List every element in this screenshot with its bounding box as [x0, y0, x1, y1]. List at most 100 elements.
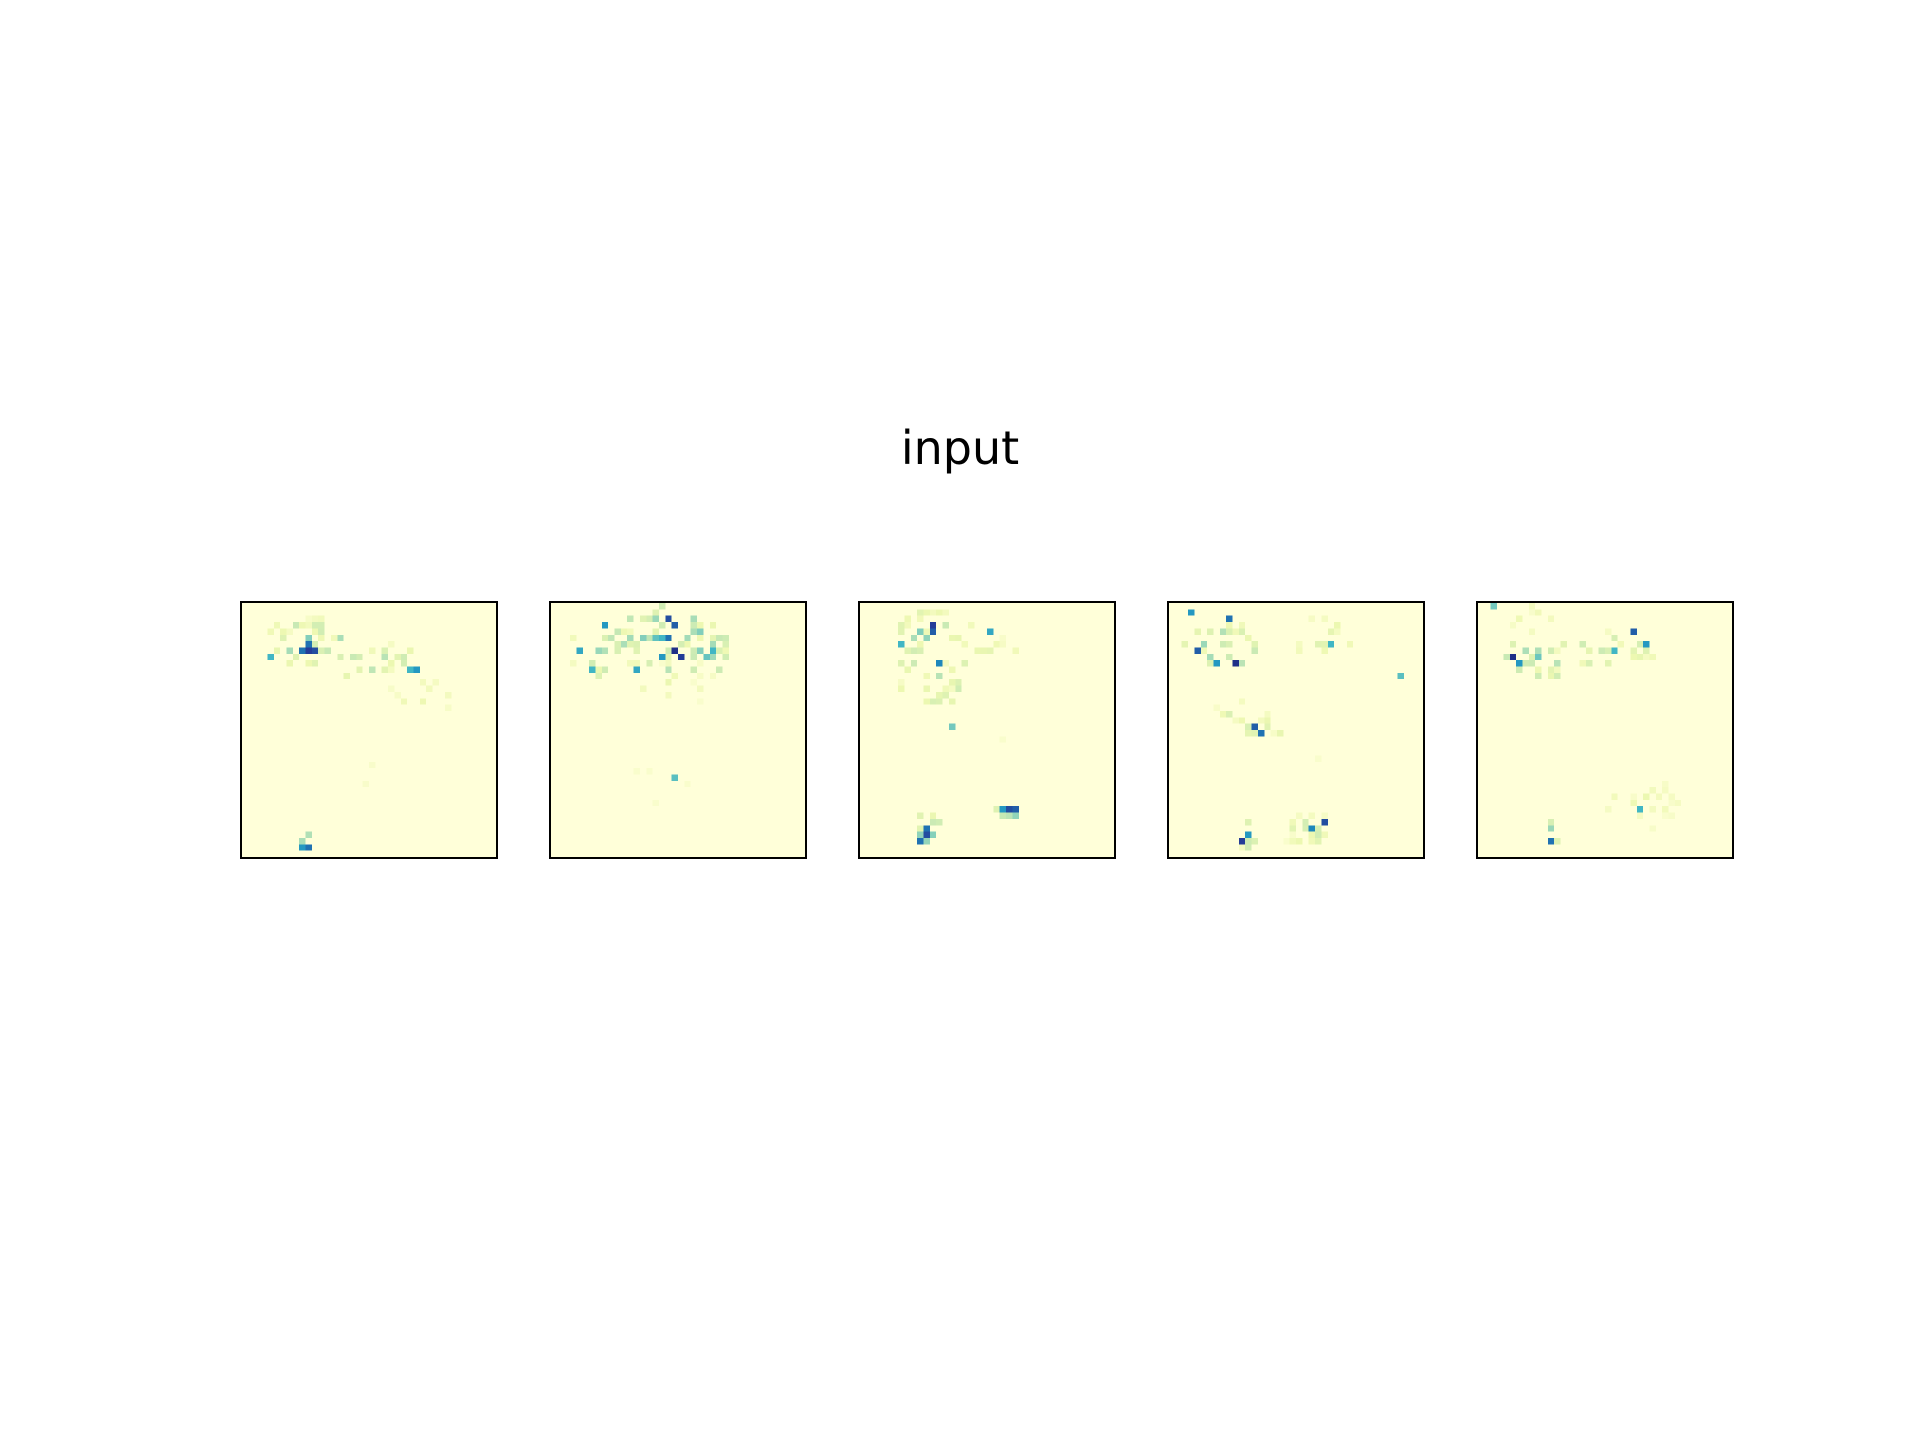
- heatmap-1-cell-29: [407, 666, 414, 673]
- heatmap-5-cell-55: [1636, 812, 1644, 819]
- heatmap-4-cell-0: [1226, 653, 1233, 661]
- heatmap-3-cell-19: [904, 647, 911, 654]
- heatmap-5-cell-62: [1516, 615, 1523, 623]
- heatmap-4-cell-33: [1257, 717, 1265, 724]
- heatmap-2-cell-46: [601, 666, 609, 673]
- heatmap-2-cell-58: [709, 647, 717, 654]
- heatmap-4-cell-55: [1308, 812, 1316, 819]
- heatmap-2-cell-27: [684, 634, 691, 642]
- heatmap-4-cell-5: [1238, 622, 1246, 629]
- heatmap-4-cell-30: [1219, 710, 1227, 718]
- heatmap-1-cell-13: [305, 647, 312, 654]
- heatmap-4-cell-36: [1264, 723, 1271, 730]
- heatmap-2-cell-39: [595, 647, 602, 654]
- heatmap-1-cell-54: [426, 685, 433, 692]
- heatmap-4-cell-2: [1226, 641, 1233, 648]
- heatmap-1-cell-27: [388, 660, 395, 667]
- heatmap-5-cell-53: [1662, 812, 1669, 819]
- heatmap-2-cell-90: [671, 774, 678, 781]
- heatmap-2-cell-42: [570, 660, 577, 667]
- heatmap-4-cell-24: [1213, 704, 1220, 711]
- heatmap-1-cell-19: [311, 660, 319, 667]
- heatmap-3-cell-25: [904, 666, 911, 673]
- heatmap-4-cell-81: [1397, 672, 1404, 680]
- heatmap-2-cell-82: [665, 615, 672, 623]
- heatmap-4-cell-68: [1245, 818, 1252, 826]
- heatmap-4-cell-14: [1226, 622, 1233, 629]
- heatmap-2-cell-74: [697, 660, 704, 667]
- heatmap-4-cell-47: [1321, 641, 1328, 648]
- heatmap-4-cell-3: [1219, 628, 1227, 635]
- heatmap-4-cell-76: [1251, 723, 1258, 730]
- heatmap-3-cell-22: [898, 685, 905, 692]
- heatmap-5-cell-9: [1535, 672, 1542, 680]
- heatmap-5-cell-20: [1503, 653, 1510, 661]
- heatmap-4-cell-38: [1296, 647, 1303, 654]
- heatmap-3-cell-37: [917, 647, 924, 654]
- heatmap-3-cell-0: [967, 622, 975, 629]
- heatmap-3-cell-40: [936, 691, 943, 699]
- heatmap-2-cell-89: [633, 666, 640, 673]
- heatmap-2-cell-73: [671, 672, 678, 680]
- heatmap-2-cell-80: [646, 768, 653, 775]
- heatmap-4-cell-67: [1238, 844, 1246, 851]
- heatmap-1-cell-23: [369, 666, 376, 673]
- heatmap-2-cell-51: [595, 672, 602, 680]
- heatmap-2-cell-15: [614, 628, 621, 635]
- heatmap-1-cell-61: [299, 844, 306, 851]
- heatmap-3-cell-55: [999, 806, 1007, 813]
- heatmap-4-cell-35: [1270, 730, 1277, 737]
- heatmap-2-cell-34: [697, 628, 704, 635]
- heatmap-4-cell-71: [1245, 844, 1252, 851]
- heatmap-4-cell-21: [1232, 628, 1239, 635]
- heatmap-3-cell-13: [936, 609, 943, 616]
- heatmap-4-cell-59: [1289, 825, 1296, 832]
- heatmap-3-cell-52: [999, 812, 1007, 819]
- heatmap-4-cell-11: [1200, 647, 1208, 654]
- heatmap-3-cell-46: [1012, 647, 1019, 654]
- heatmap-4-cell-7: [1251, 647, 1258, 654]
- heatmap-1-cell-30: [369, 647, 376, 654]
- heatmap-1-cell-9: [318, 622, 325, 629]
- heatmap-3-cell-67: [929, 818, 937, 826]
- heatmap-1-cell-25: [394, 653, 401, 661]
- heatmap-5-cell-18: [1554, 672, 1561, 680]
- heatmap-5-cell-23: [1617, 641, 1625, 648]
- heatmap-3-cell-18: [948, 698, 956, 705]
- heatmap-2-cell-52: [576, 647, 583, 654]
- heatmap-1-cell-5: [318, 647, 325, 654]
- heatmap-3-cell-34: [910, 647, 918, 654]
- heatmap-4-cell-9: [1238, 660, 1246, 667]
- heatmap-1-cell-38: [388, 666, 395, 673]
- heatmap-3-cell-59: [923, 831, 930, 838]
- heatmap-2-cell-6: [716, 647, 723, 654]
- heatmap-2-cell-10: [646, 634, 653, 642]
- heatmap-2-cell-45: [589, 660, 596, 667]
- heatmap-4-cell-31: [1257, 730, 1265, 737]
- heatmap-5-cell-46: [1662, 806, 1669, 813]
- heatmap-4-cell-51: [1296, 837, 1303, 845]
- heatmap-panel-1: [240, 601, 498, 859]
- heatmap-3-cell-58: [1012, 812, 1019, 819]
- heatmap-5-cell-28: [1636, 653, 1644, 661]
- heatmap-1-cell-50: [400, 698, 408, 705]
- heatmap-3-cell-28: [942, 691, 949, 699]
- heatmap-2-cell-41: [633, 641, 640, 648]
- heatmap-5-cell-33: [1630, 653, 1637, 661]
- heatmap-1-cell-48: [305, 622, 312, 629]
- heatmap-5-cell-31: [1585, 660, 1593, 667]
- heatmap-4-cell-61: [1296, 812, 1303, 819]
- heatmap-2-cell-36: [633, 660, 640, 667]
- heatmap-4-cell-19: [1181, 641, 1189, 648]
- heatmap-1-cell-18: [305, 660, 312, 667]
- heatmap-2-cell-53: [627, 628, 634, 635]
- heatmap-3-cell-24: [923, 685, 930, 692]
- heatmap-4-cell-22: [1226, 710, 1233, 718]
- heatmap-5-cell-36: [1605, 647, 1612, 654]
- heatmap-5-cell-11: [1547, 647, 1555, 654]
- heatmap-4-cell-12: [1251, 641, 1258, 648]
- heatmap-1-cell-36: [356, 653, 363, 661]
- heatmap-panel-3: [858, 601, 1116, 859]
- heatmap-4-cell-32: [1264, 710, 1271, 718]
- heatmap-4-cell-6: [1219, 641, 1227, 648]
